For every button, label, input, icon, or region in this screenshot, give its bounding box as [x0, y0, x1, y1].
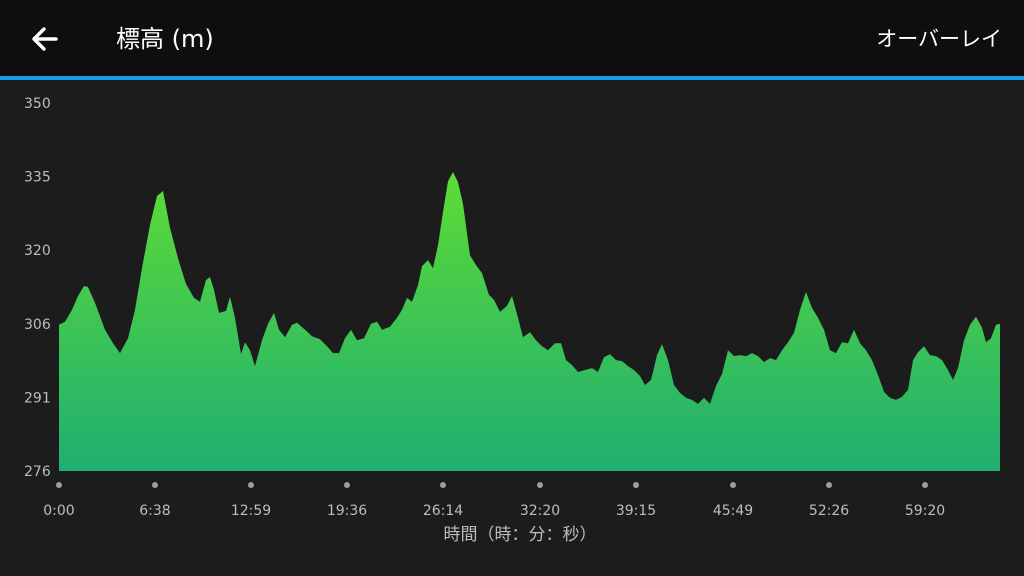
elevation-chart: 時間（時：分：秒） 276 291 306 320 335 350 0:00 6:38 12:5…	[24, 96, 1000, 545]
y-tick-label: 291	[24, 390, 51, 406]
x-tick-label: 26:14	[423, 503, 463, 519]
back-button[interactable]	[28, 22, 62, 56]
x-tick-label: 12:59	[231, 503, 271, 519]
x-tick-dot	[922, 482, 928, 488]
y-tick-label: 306	[24, 317, 51, 333]
elevation-area	[59, 172, 1000, 471]
x-tick-label: 19:36	[327, 503, 367, 519]
x-tick-dot	[440, 482, 446, 488]
overlay-button[interactable]: オーバーレイ	[876, 27, 1002, 51]
x-tick-dot	[152, 482, 158, 488]
x-tick-dot	[344, 482, 350, 488]
x-tick-dot	[826, 482, 832, 488]
x-tick-dot	[633, 482, 639, 488]
app-bar: 標高 (m) オーバーレイ	[0, 0, 1024, 80]
x-tick-label: 52:26	[809, 503, 849, 519]
x-tick-dot	[537, 482, 543, 488]
x-tick-label: 45:49	[713, 503, 753, 519]
x-tick-label: 0:00	[43, 503, 74, 519]
x-tick-label: 59:20	[905, 503, 945, 519]
y-tick-label: 276	[24, 464, 51, 480]
x-tick-label: 6:38	[139, 503, 170, 519]
y-tick-label: 335	[24, 170, 51, 186]
x-tick-dot	[248, 482, 254, 488]
x-tick-dot	[730, 482, 736, 488]
x-axis-label: 時間（時：分：秒）	[444, 525, 597, 545]
page-title: 標高 (m)	[116, 25, 214, 53]
y-tick-label: 320	[24, 243, 51, 259]
x-tick-label: 39:15	[616, 503, 656, 519]
x-tick-label: 32:20	[520, 503, 560, 519]
y-tick-label: 350	[24, 96, 51, 112]
x-tick-dot	[56, 482, 62, 488]
